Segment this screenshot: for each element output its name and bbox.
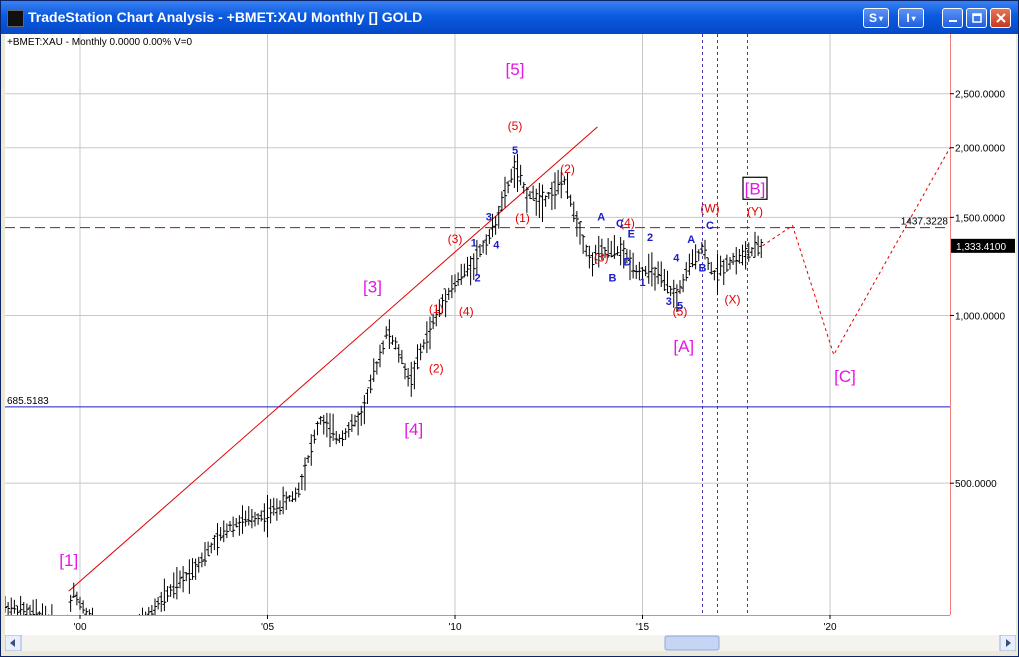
price-axis: 2,500.0000 2,000.0000 1,500.0000 1,000.0000… [950, 34, 1016, 615]
wave-label: (2) [560, 162, 575, 176]
wave-label: 5 [512, 145, 518, 157]
i-button-label: I [906, 11, 910, 25]
time-tick-label: '00 [73, 622, 86, 633]
horizontal-scrollbar[interactable] [5, 635, 1016, 651]
i-button[interactable]: I ▾ [898, 8, 924, 28]
wave-label: B [699, 262, 707, 274]
wave-label: [4] [404, 420, 423, 439]
last-price-label: 1,333.4100 [956, 242, 1006, 253]
minimize-button[interactable] [942, 8, 963, 28]
app-icon [7, 10, 24, 27]
wave-label: C [706, 220, 714, 232]
wave-label: (5) [508, 119, 523, 133]
wave-label: A [597, 212, 605, 224]
wave-label: A [687, 234, 695, 246]
close-button[interactable] [990, 8, 1011, 28]
s-dropdown-icon: ▾ [879, 13, 884, 23]
title-bar[interactable]: TradeStation Chart Analysis - +BMET:XAU … [1, 1, 1018, 34]
wave-label: [C] [834, 367, 856, 386]
arrow-right-icon [1006, 639, 1011, 647]
minimize-icon [948, 20, 957, 22]
wave-label: (4) [459, 304, 474, 318]
wave-label: (2) [429, 361, 444, 375]
wave-label: [1] [59, 551, 78, 570]
symbol-label: +BMET:XAU - Monthly 0.0000 0.00% V=0 [7, 37, 193, 48]
wave-label: (Y) [747, 205, 763, 219]
s-button-label: S [868, 11, 877, 25]
wave-label: 2 [647, 232, 653, 244]
wave-label-box [742, 176, 768, 200]
wave-label: (1) [515, 211, 530, 225]
projection-path [762, 147, 950, 357]
wave-label: 3 [486, 212, 492, 224]
scroll-left-button[interactable] [5, 635, 22, 651]
s-button[interactable]: S ▾ [863, 8, 889, 28]
wave-label: E [628, 229, 635, 241]
wave-label: D [624, 256, 632, 268]
time-tick-label: '10 [448, 622, 461, 633]
wave-label: C [616, 218, 624, 230]
wave-label: 3 [666, 296, 672, 308]
wave-label: (W) [700, 202, 719, 216]
wave-label: (3) [448, 232, 463, 246]
wave-label: (1) [429, 302, 444, 316]
wave-label: (4) [620, 216, 635, 230]
price-tick-label: 2,000.0000 [955, 144, 1005, 155]
scroll-right-button[interactable] [999, 635, 1016, 651]
price-bars [5, 153, 764, 615]
maximize-icon [971, 13, 982, 23]
wave-label: [A] [673, 337, 694, 356]
wave-label: [B] [745, 179, 766, 198]
arrow-left-icon [10, 639, 15, 647]
price-tick-label: 1,000.0000 [955, 311, 1005, 322]
price-tick-label: 2,500.0000 [955, 90, 1005, 101]
price-tick-label: 1,500.0000 [955, 213, 1005, 224]
trend-line [68, 126, 598, 592]
wave-label: 1 [471, 237, 477, 249]
price-tick-label: 500.0000 [955, 479, 997, 490]
level-label: 685.5183 [7, 396, 49, 407]
maximize-button[interactable] [966, 8, 987, 28]
wave-label: (3) [594, 250, 609, 264]
i-dropdown-icon: ▾ [911, 13, 916, 23]
wave-label: [5] [506, 60, 525, 79]
wave-label: 1 [639, 277, 645, 289]
wave-label: (X) [725, 293, 741, 307]
time-tick-label: '20 [823, 622, 836, 633]
last-price-box [951, 238, 1015, 253]
wave-label: 4 [673, 252, 680, 264]
window-title: TradeStation Chart Analysis - +BMET:XAU … [28, 9, 423, 25]
time-axis: '00 '05 '10 '15 '20 [5, 615, 1016, 635]
wave-label: 2 [474, 273, 480, 285]
level-label: 1437.3228 [901, 217, 949, 228]
close-icon [995, 13, 1006, 23]
wave-label: 4 [493, 239, 500, 251]
wave-label: [3] [363, 277, 382, 296]
chart-plot-area[interactable]: 1437.3228685.5183[1][2][3][4][5][A][B][C… [5, 34, 950, 615]
wave-label: B [609, 273, 617, 285]
scroll-thumb[interactable] [664, 635, 720, 651]
time-tick-label: '15 [636, 622, 649, 633]
time-tick-label: '05 [261, 622, 274, 633]
wave-label: (5) [673, 304, 688, 318]
wave-label: 5 [677, 300, 683, 312]
